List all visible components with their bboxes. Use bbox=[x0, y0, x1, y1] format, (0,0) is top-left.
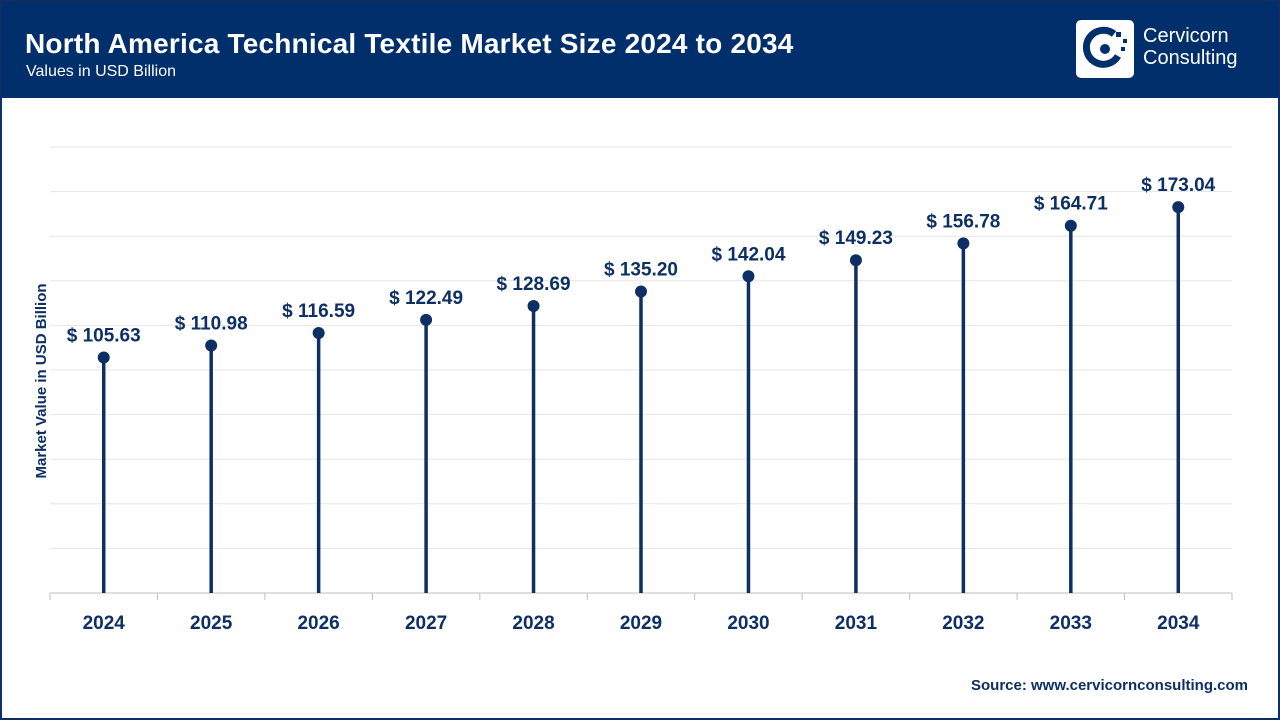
data-label: $ 164.71 bbox=[1034, 194, 1108, 215]
logo-wordmark: Cervicorn Consulting bbox=[1143, 25, 1238, 69]
x-tick-label: 2027 bbox=[405, 613, 447, 634]
company-logo: Cervicorn Consulting bbox=[1076, 20, 1266, 80]
x-tick-label: 2026 bbox=[297, 613, 339, 634]
x-tick-label: 2033 bbox=[1050, 613, 1092, 634]
data-label: $ 105.63 bbox=[67, 325, 141, 346]
data-label: $ 116.59 bbox=[282, 301, 355, 322]
data-label: $ 149.23 bbox=[819, 228, 893, 249]
x-tick-label: 2024 bbox=[83, 613, 126, 634]
data-point bbox=[205, 339, 218, 352]
data-point bbox=[849, 254, 862, 267]
x-tick-label: 2029 bbox=[620, 613, 662, 634]
data-point bbox=[635, 285, 647, 298]
x-tick-label: 2025 bbox=[190, 613, 233, 634]
data-point bbox=[97, 351, 110, 364]
data-label: $ 110.98 bbox=[175, 314, 248, 335]
data-label: $ 142.04 bbox=[711, 244, 785, 265]
data-point bbox=[1064, 219, 1077, 232]
x-tick-label: 2031 bbox=[835, 613, 878, 634]
data-point bbox=[420, 313, 433, 326]
chart-subtitle: Values in USD Billion bbox=[26, 63, 176, 80]
data-point bbox=[1172, 201, 1185, 214]
data-label: $ 128.69 bbox=[497, 274, 571, 295]
x-tick-label: 2028 bbox=[512, 613, 554, 634]
data-label: $ 135.20 bbox=[604, 260, 678, 281]
data-label: $ 173.04 bbox=[1141, 175, 1215, 196]
header-bar: North America Technical Textile Market S… bbox=[2, 2, 1278, 98]
data-point bbox=[742, 270, 755, 283]
x-tick-label: 2034 bbox=[1157, 613, 1200, 634]
logo-line-1: Cervicorn bbox=[1143, 25, 1229, 47]
data-label: $ 156.78 bbox=[926, 211, 1000, 232]
data-point bbox=[312, 327, 325, 340]
data-label: $ 122.49 bbox=[389, 288, 463, 309]
x-tick-label: 2032 bbox=[942, 613, 984, 634]
data-point bbox=[527, 300, 540, 313]
data-point bbox=[957, 237, 970, 250]
source-note: Source: www.cervicornconsulting.com bbox=[970, 677, 1248, 694]
cervicorn-logo-icon bbox=[1076, 20, 1134, 78]
x-tick-label: 2030 bbox=[727, 613, 769, 634]
logo-line-2: Consulting bbox=[1143, 47, 1238, 69]
chart-title: North America Technical Textile Market S… bbox=[25, 28, 794, 59]
y-axis-label: Market Value in USD Billion bbox=[33, 283, 50, 478]
